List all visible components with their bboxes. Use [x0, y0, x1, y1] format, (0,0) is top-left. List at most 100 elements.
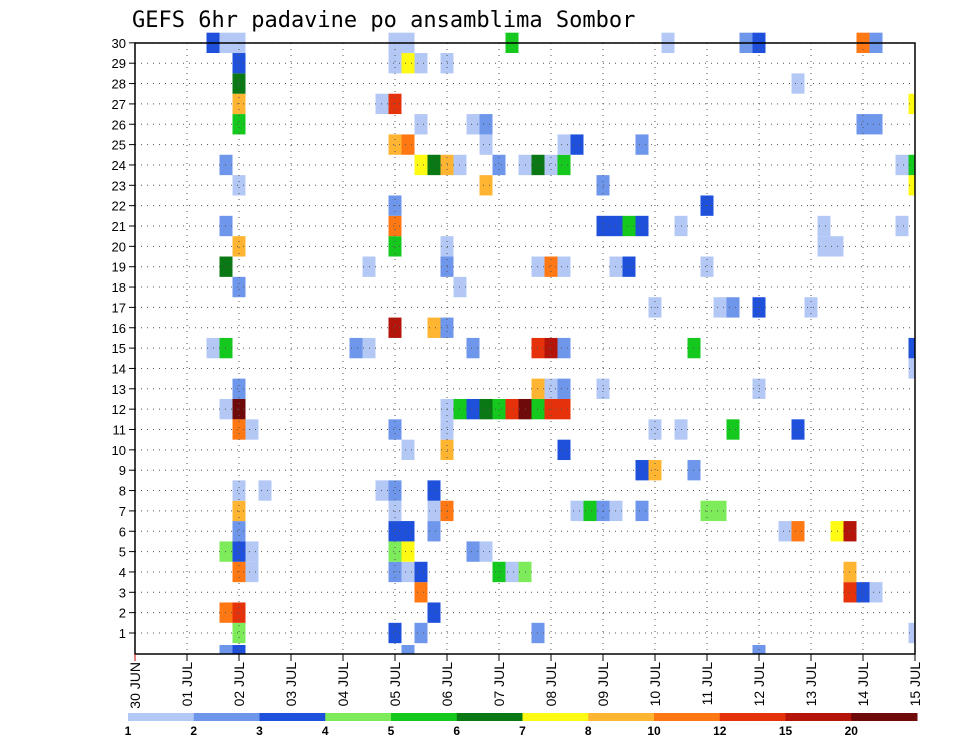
colorbar-segment — [259, 713, 326, 721]
precip-cell — [427, 500, 441, 522]
precip-cell — [401, 134, 415, 155]
precip-cell — [648, 419, 662, 440]
precip-cell — [557, 439, 571, 461]
x-tick-label: 30 JUN — [127, 662, 143, 709]
precip-cell — [232, 73, 246, 94]
colorbar-label: 20 — [845, 724, 859, 738]
precip-cell — [388, 419, 402, 440]
precip-cell — [427, 521, 441, 542]
precip-cell — [427, 602, 441, 623]
precip-cell — [791, 521, 805, 542]
colorbar-segment — [456, 713, 523, 721]
precip-cell — [557, 256, 571, 277]
precip-cell — [388, 317, 402, 338]
precip-cell — [245, 419, 259, 440]
precip-cell — [635, 215, 649, 237]
precip-cell — [232, 541, 246, 562]
precip-cell — [544, 154, 558, 176]
y-tick-label: 13 — [112, 382, 126, 397]
precip-cell — [791, 73, 805, 94]
precip-cell — [427, 480, 441, 501]
precip-cell — [401, 561, 415, 583]
precip-cell — [622, 215, 636, 237]
precip-cell — [635, 460, 649, 481]
y-tick-label: 3 — [119, 585, 126, 600]
precip-cell — [232, 419, 246, 440]
x-tick-label: 05 JUL — [387, 662, 403, 707]
precip-cell — [388, 521, 402, 542]
precip-cell — [570, 134, 584, 155]
chart-title: GEFS 6hr padavine po ansamblima Sombor — [132, 8, 635, 33]
y-tick-label: 29 — [112, 56, 126, 71]
precip-cell — [232, 480, 246, 501]
precip-cell — [544, 337, 558, 359]
y-tick-label: 19 — [112, 260, 126, 275]
precip-cell — [414, 582, 428, 603]
precip-cell — [427, 154, 441, 176]
y-tick-label: 20 — [112, 239, 126, 254]
precip-cell — [401, 439, 415, 461]
colorbar-label: 12 — [713, 724, 727, 738]
colorbar: 1 2 3 4 5 6 7 8 10 12 15 20 — [125, 713, 918, 738]
precip-cell — [245, 561, 259, 583]
precip-cell — [505, 561, 519, 583]
precip-cell — [232, 236, 246, 257]
precip-cell — [817, 215, 831, 237]
precip-cell — [908, 622, 915, 644]
precip-cell — [726, 297, 740, 318]
x-tick-label: 07 JUL — [491, 662, 507, 707]
precip-cell — [908, 175, 915, 196]
precip-cell — [908, 154, 915, 176]
colorbar-label: 6 — [453, 724, 460, 738]
y-tick-label: 16 — [112, 321, 126, 336]
colorbar-segment — [193, 713, 260, 721]
precip-cell — [544, 378, 558, 399]
y-tick-label: 21 — [112, 219, 126, 234]
colorbar-label: 8 — [585, 724, 592, 738]
y-tick-label: 6 — [119, 524, 126, 539]
colorbar-label: 1 — [125, 724, 132, 738]
precip-cell — [505, 398, 519, 420]
x-tick-label: 04 JUL — [335, 662, 351, 707]
precip-cell — [648, 460, 662, 481]
precip-cell — [778, 521, 792, 542]
precip-cell — [635, 500, 649, 522]
x-tick-label: 06 JUL — [439, 662, 455, 707]
x-axis-ticks: 30 JUN 01 JUL 02 JUL 03 JUL 04 JUL 05 JUL 06 J… — [127, 654, 923, 709]
colorbar-label: 5 — [388, 724, 395, 738]
precip-cell — [908, 93, 915, 115]
precip-cell — [726, 419, 740, 440]
colorbar-segment — [325, 713, 392, 721]
precip-cell — [557, 337, 571, 359]
x-tick-label: 10 JUL — [647, 662, 663, 707]
colorbar-segment — [654, 713, 721, 721]
precip-cell — [895, 215, 909, 237]
precip-cell — [349, 337, 363, 359]
precip-cell — [401, 521, 415, 542]
y-tick-label: 8 — [119, 484, 126, 499]
heatmap-cells — [206, 32, 915, 654]
precip-cell — [544, 256, 558, 277]
y-tick-label: 22 — [112, 199, 126, 214]
y-tick-label: 24 — [112, 158, 126, 173]
precip-cell — [700, 500, 714, 522]
precip-cell — [622, 256, 636, 277]
precip-cell — [856, 582, 870, 603]
x-tick-label: 03 JUL — [283, 662, 299, 707]
y-tick-label: 14 — [112, 361, 126, 376]
precip-cell — [466, 337, 480, 359]
colorbar-segment — [391, 713, 458, 721]
precip-cell — [869, 114, 883, 135]
colorbar-label: 15 — [779, 724, 793, 738]
precip-cell — [700, 256, 714, 277]
precip-cell — [388, 215, 402, 237]
precip-cell — [713, 500, 727, 522]
precip-cell — [388, 134, 402, 155]
precip-cell — [492, 154, 506, 176]
precip-cell — [401, 645, 415, 654]
colorbar-label: 2 — [190, 724, 197, 738]
colorbar-segment — [851, 713, 918, 721]
precip-cell — [232, 500, 246, 522]
precip-cell — [479, 398, 493, 420]
precip-cell — [388, 622, 402, 644]
